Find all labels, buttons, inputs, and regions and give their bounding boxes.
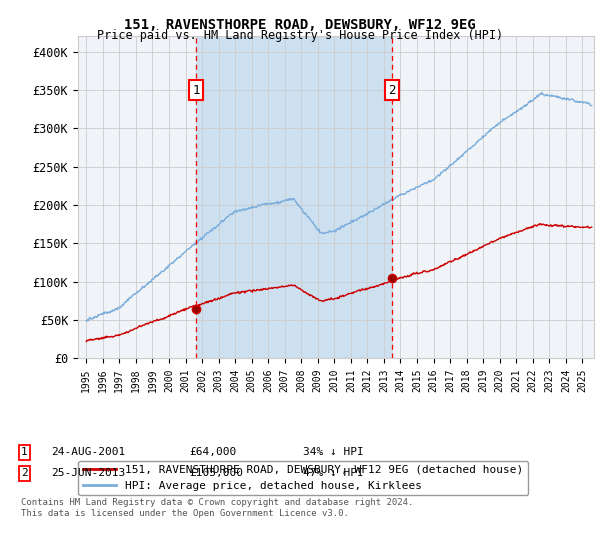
Text: 34% ↓ HPI: 34% ↓ HPI	[303, 447, 364, 458]
Text: £64,000: £64,000	[189, 447, 236, 458]
Text: 2: 2	[388, 83, 395, 96]
Text: This data is licensed under the Open Government Licence v3.0.: This data is licensed under the Open Gov…	[21, 510, 349, 519]
Text: 1: 1	[193, 83, 200, 96]
Text: 47% ↓ HPI: 47% ↓ HPI	[303, 468, 364, 478]
Text: Price paid vs. HM Land Registry's House Price Index (HPI): Price paid vs. HM Land Registry's House …	[97, 29, 503, 42]
Text: £105,000: £105,000	[189, 468, 243, 478]
Bar	[196, 36, 392, 358]
Text: 24-AUG-2001: 24-AUG-2001	[51, 447, 125, 458]
Text: 1: 1	[21, 447, 28, 458]
Text: 2: 2	[21, 468, 28, 478]
Text: 25-JUN-2013: 25-JUN-2013	[51, 468, 125, 478]
Legend: 151, RAVENSTHORPE ROAD, DEWSBURY, WF12 9EG (detached house), HPI: Average price,: 151, RAVENSTHORPE ROAD, DEWSBURY, WF12 9…	[79, 460, 528, 495]
Text: 151, RAVENSTHORPE ROAD, DEWSBURY, WF12 9EG: 151, RAVENSTHORPE ROAD, DEWSBURY, WF12 9…	[124, 18, 476, 32]
Text: Contains HM Land Registry data © Crown copyright and database right 2024.: Contains HM Land Registry data © Crown c…	[21, 498, 413, 507]
